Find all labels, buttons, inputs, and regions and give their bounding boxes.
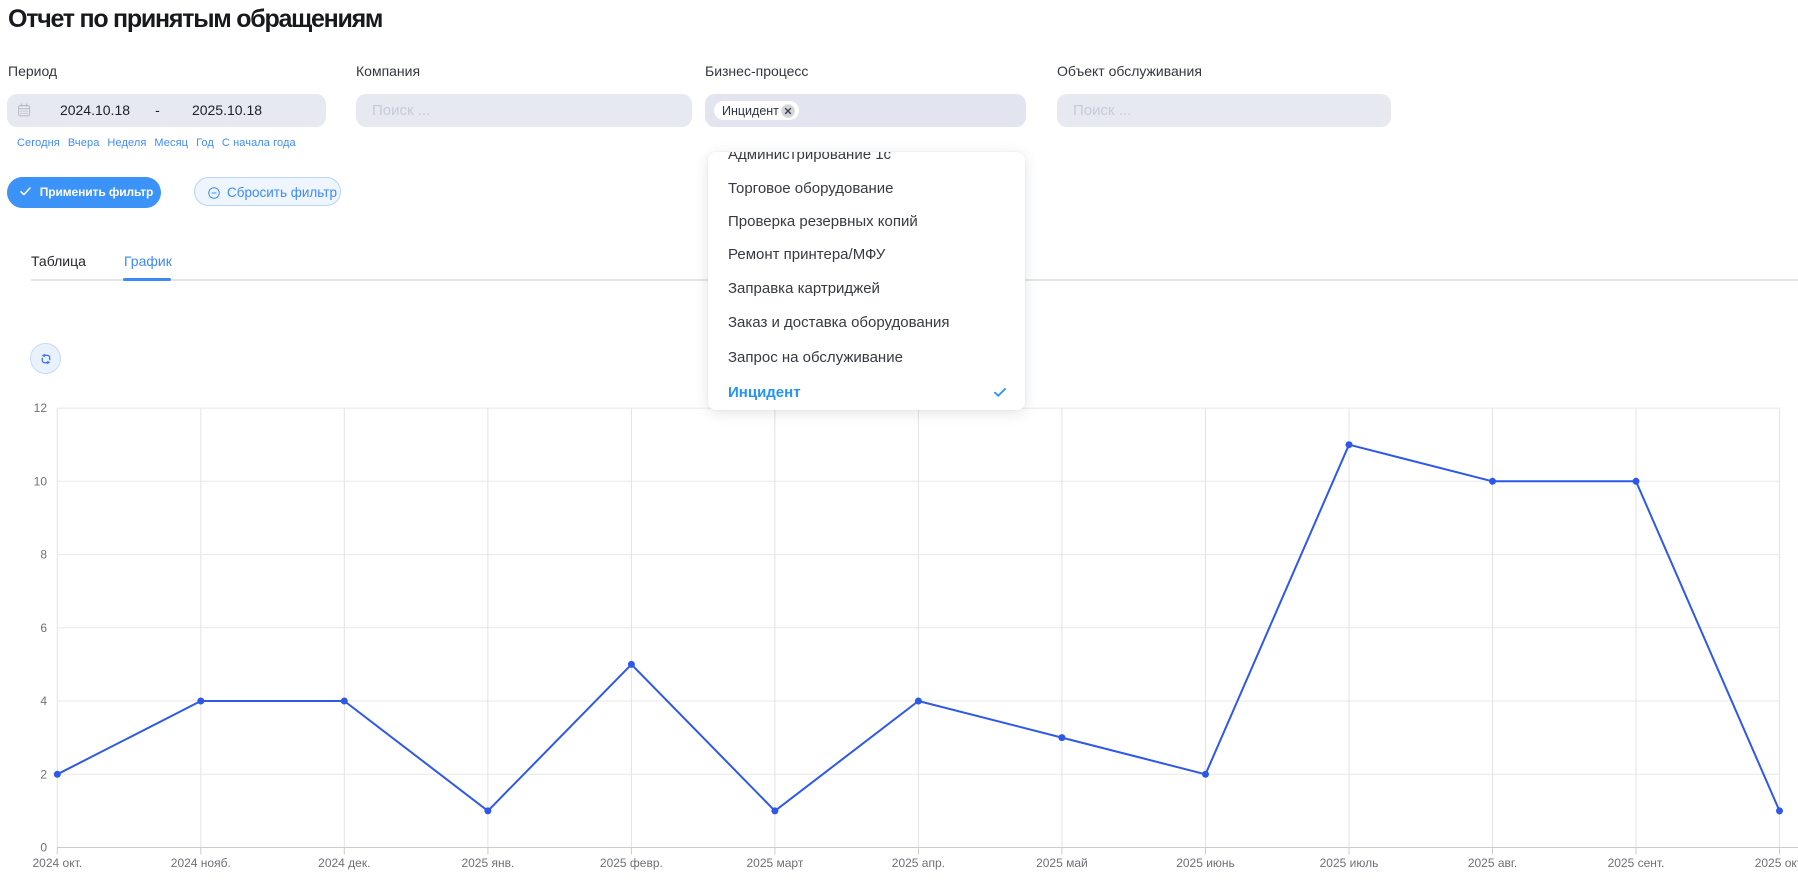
svg-text:2024 нояб.: 2024 нояб. bbox=[171, 856, 231, 870]
svg-text:4: 4 bbox=[40, 694, 47, 708]
svg-text:2024 окт.: 2024 окт. bbox=[33, 856, 83, 870]
svg-text:2025 апр.: 2025 апр. bbox=[892, 856, 945, 870]
svg-text:2: 2 bbox=[40, 767, 47, 781]
svg-text:2025 июнь: 2025 июнь bbox=[1176, 856, 1235, 870]
svg-text:2024 дек.: 2024 дек. bbox=[318, 856, 370, 870]
svg-text:12: 12 bbox=[34, 401, 48, 415]
svg-text:6: 6 bbox=[40, 621, 47, 635]
svg-text:2025 авг.: 2025 авг. bbox=[1468, 856, 1517, 870]
svg-text:2025 февр.: 2025 февр. bbox=[600, 856, 663, 870]
svg-text:2025 сент.: 2025 сент. bbox=[1608, 856, 1665, 870]
svg-text:0: 0 bbox=[40, 841, 47, 855]
svg-text:2025 июль: 2025 июль bbox=[1320, 856, 1379, 870]
svg-text:2025 окт.: 2025 окт. bbox=[1755, 856, 1798, 870]
svg-text:2025 янв.: 2025 янв. bbox=[461, 856, 514, 870]
svg-text:2025 март: 2025 март bbox=[746, 856, 803, 870]
svg-text:2025 май: 2025 май bbox=[1036, 856, 1088, 870]
svg-text:10: 10 bbox=[34, 474, 48, 488]
svg-text:8: 8 bbox=[40, 548, 47, 562]
